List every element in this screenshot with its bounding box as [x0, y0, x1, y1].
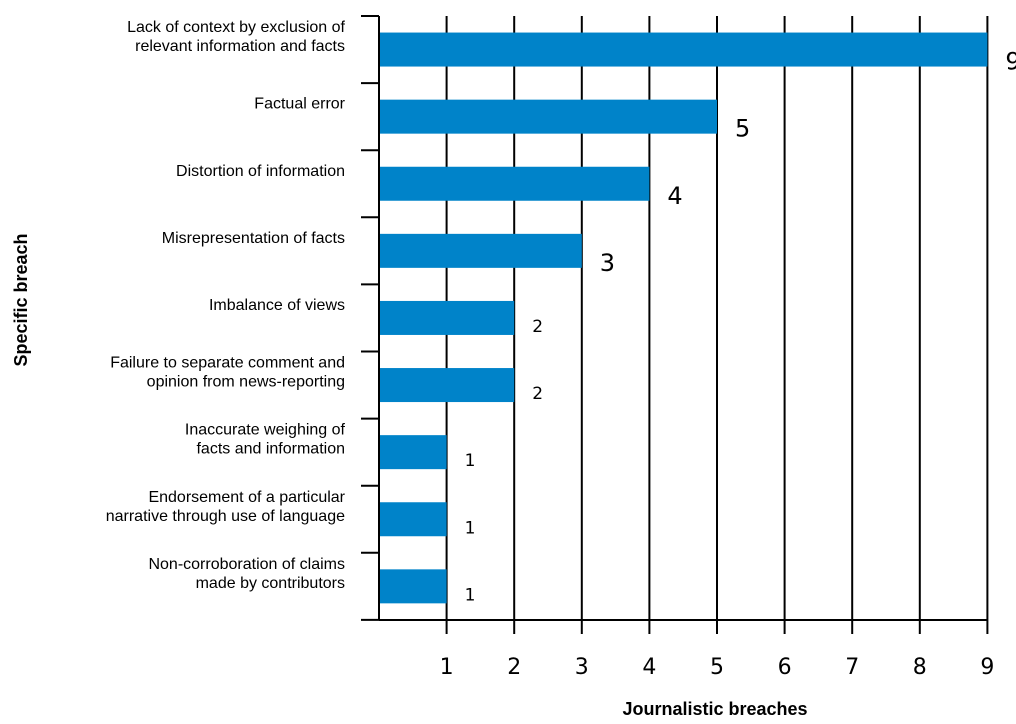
x-tick-label: 3	[575, 655, 589, 680]
axis-layer	[361, 15, 988, 621]
category-label: narrative through use of language	[106, 508, 345, 525]
category-label: Failure to separate comment and	[110, 355, 345, 372]
bar	[379, 368, 515, 403]
x-tick-label: 2	[507, 655, 521, 680]
value-label: 1	[465, 585, 476, 605]
category-label: Factual error	[254, 96, 345, 113]
value-label: 3	[600, 249, 615, 277]
category-label: opinion from news-reporting	[147, 374, 345, 391]
label-layer: 1 2 3 4 5 6 7 8 9 9 Lack of context by exclusion o…	[106, 19, 1016, 680]
x-tick-label: 4	[642, 655, 656, 680]
category-label: Endorsement of a particular	[148, 489, 345, 506]
bar	[379, 435, 447, 470]
category-label: Imbalance of views	[209, 297, 345, 314]
bar	[379, 32, 988, 67]
value-label: 2	[532, 384, 543, 404]
bar	[379, 166, 650, 201]
category-label: Non-corroboration of claims	[148, 556, 345, 573]
value-label: 1	[465, 451, 476, 471]
x-tick-label: 7	[845, 655, 859, 680]
x-tick-label: 1	[440, 655, 454, 680]
y-axis-title: Specific breach	[11, 233, 31, 366]
category-label: Misrepresentation of facts	[162, 230, 345, 247]
bar	[379, 233, 582, 268]
bar	[379, 300, 515, 335]
x-axis-title: Journalistic breaches	[622, 699, 807, 719]
value-label: 4	[667, 182, 682, 210]
x-tick-label: 9	[980, 655, 994, 680]
category-label: made by contributors	[196, 575, 345, 592]
bar	[379, 99, 717, 134]
bar	[379, 502, 447, 537]
category-label: Lack of context by exclusion of	[127, 19, 345, 36]
category-label: Inaccurate weighing of	[185, 422, 346, 439]
bar-layer	[379, 32, 988, 604]
value-label: 1	[465, 518, 476, 538]
value-label: 9	[1005, 48, 1016, 76]
x-tick-label: 8	[913, 655, 927, 680]
bar	[379, 569, 447, 604]
value-label: 5	[735, 115, 750, 143]
x-tick-label: 6	[778, 655, 792, 680]
x-tick-label: 5	[710, 655, 724, 680]
value-label: 2	[532, 317, 543, 337]
category-label: relevant information and facts	[135, 38, 345, 55]
category-label: Distortion of information	[176, 163, 345, 180]
category-label: facts and information	[196, 441, 345, 458]
